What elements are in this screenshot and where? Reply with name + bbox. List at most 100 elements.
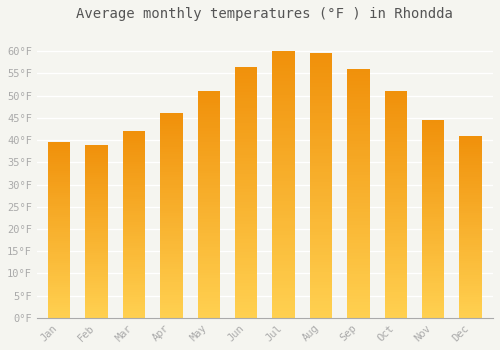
Bar bbox=[310, 265, 332, 268]
Bar bbox=[310, 73, 332, 77]
Bar bbox=[460, 236, 482, 238]
Bar bbox=[235, 246, 258, 249]
Bar bbox=[48, 221, 70, 224]
Bar bbox=[310, 179, 332, 182]
Bar bbox=[48, 276, 70, 278]
Bar bbox=[272, 201, 295, 204]
Bar bbox=[123, 278, 146, 281]
Bar bbox=[272, 304, 295, 308]
Bar bbox=[48, 212, 70, 215]
Bar bbox=[48, 167, 70, 169]
Bar bbox=[422, 145, 444, 147]
Bar bbox=[198, 148, 220, 151]
Bar bbox=[235, 315, 258, 318]
Bar bbox=[272, 161, 295, 164]
Bar bbox=[460, 193, 482, 195]
Bar bbox=[235, 117, 258, 120]
Bar bbox=[123, 229, 146, 232]
Bar bbox=[235, 220, 258, 224]
Bar bbox=[422, 130, 444, 133]
Bar bbox=[123, 250, 146, 253]
Bar bbox=[272, 241, 295, 245]
Bar bbox=[48, 294, 70, 296]
Bar bbox=[86, 316, 108, 318]
Bar bbox=[48, 311, 70, 314]
Bar bbox=[86, 168, 108, 170]
Bar bbox=[235, 255, 258, 258]
Bar bbox=[123, 143, 146, 145]
Bar bbox=[235, 136, 258, 139]
Bar bbox=[347, 309, 370, 312]
Bar bbox=[384, 111, 407, 114]
Bar bbox=[422, 241, 444, 244]
Bar bbox=[422, 283, 444, 286]
Bar bbox=[310, 149, 332, 153]
Bar bbox=[48, 272, 70, 274]
Bar bbox=[310, 295, 332, 298]
Bar bbox=[86, 147, 108, 149]
Bar bbox=[48, 252, 70, 254]
Bar bbox=[235, 67, 258, 70]
Bar bbox=[272, 271, 295, 274]
Bar bbox=[160, 290, 182, 292]
Bar bbox=[198, 216, 220, 219]
Bar bbox=[48, 248, 70, 250]
Bar bbox=[272, 215, 295, 218]
Bar bbox=[422, 187, 444, 189]
Bar bbox=[347, 116, 370, 119]
Bar bbox=[384, 222, 407, 224]
Bar bbox=[86, 236, 108, 238]
Bar bbox=[235, 107, 258, 111]
Bar bbox=[460, 293, 482, 295]
Bar bbox=[347, 138, 370, 141]
Bar bbox=[384, 309, 407, 312]
Bar bbox=[422, 273, 444, 276]
Bar bbox=[48, 307, 70, 309]
Bar bbox=[86, 253, 108, 255]
Bar bbox=[198, 210, 220, 213]
Bar bbox=[272, 88, 295, 91]
Bar bbox=[272, 135, 295, 138]
Bar bbox=[347, 262, 370, 265]
Bar bbox=[422, 296, 444, 298]
Bar bbox=[235, 274, 258, 277]
Bar bbox=[310, 252, 332, 255]
Bar bbox=[460, 252, 482, 254]
Bar bbox=[422, 192, 444, 194]
Bar bbox=[272, 71, 295, 75]
Bar bbox=[198, 103, 220, 105]
Bar bbox=[347, 85, 370, 88]
Bar bbox=[123, 204, 146, 206]
Bar bbox=[384, 125, 407, 128]
Bar bbox=[160, 195, 182, 198]
Bar bbox=[384, 204, 407, 208]
Bar bbox=[347, 172, 370, 175]
Bar bbox=[347, 187, 370, 190]
Bar bbox=[422, 177, 444, 180]
Bar bbox=[48, 158, 70, 160]
Bar bbox=[235, 268, 258, 271]
Bar bbox=[460, 279, 482, 281]
Bar bbox=[160, 116, 182, 119]
Bar bbox=[310, 143, 332, 146]
Bar bbox=[460, 165, 482, 168]
Bar bbox=[86, 274, 108, 277]
Bar bbox=[310, 292, 332, 295]
Bar bbox=[160, 241, 182, 244]
Bar bbox=[384, 105, 407, 108]
Bar bbox=[160, 218, 182, 221]
Bar bbox=[198, 247, 220, 250]
Bar bbox=[460, 257, 482, 259]
Bar bbox=[272, 178, 295, 181]
Bar bbox=[86, 296, 108, 298]
Bar bbox=[86, 270, 108, 272]
Bar bbox=[347, 259, 370, 262]
Bar bbox=[123, 136, 146, 138]
Bar bbox=[310, 133, 332, 136]
Bar bbox=[347, 97, 370, 100]
Bar bbox=[310, 215, 332, 219]
Bar bbox=[86, 220, 108, 223]
Bar bbox=[460, 238, 482, 240]
Bar bbox=[384, 298, 407, 301]
Bar bbox=[384, 244, 407, 247]
